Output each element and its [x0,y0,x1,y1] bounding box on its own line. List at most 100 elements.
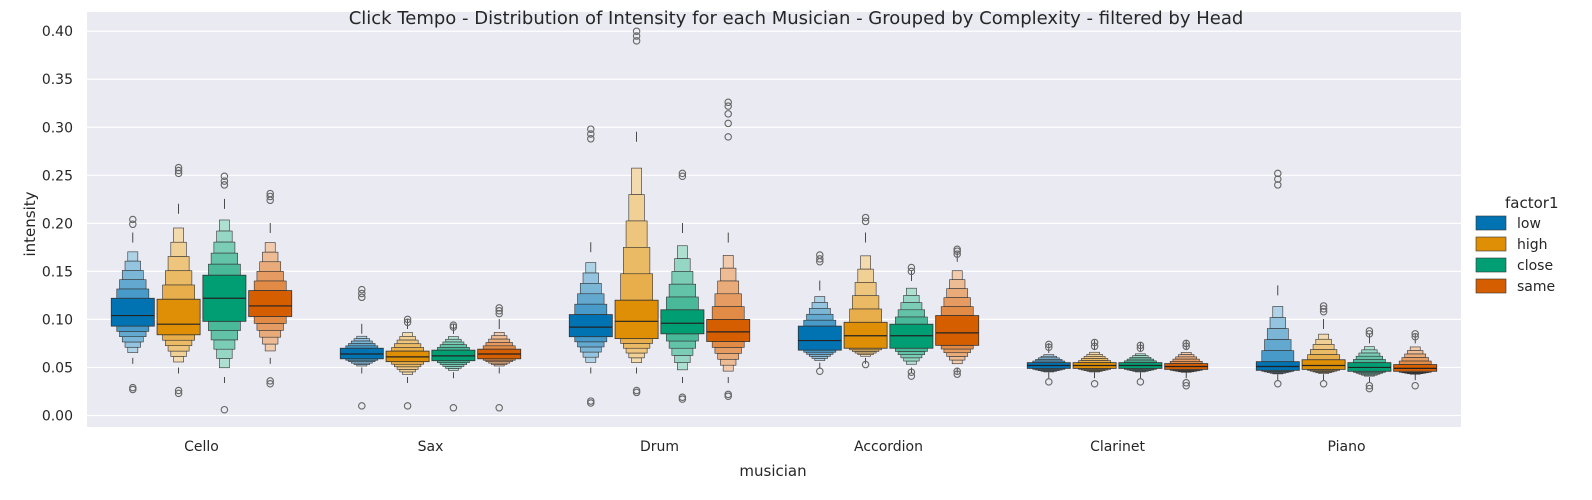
boxen-box [248,290,293,317]
boxen-box [614,299,659,340]
outlier-point [953,250,961,258]
boxen-level-lower [677,362,688,371]
boxen-level-upper [485,342,513,347]
boxen-level-lower [402,371,413,375]
boxen-level-upper [900,302,923,311]
boxen-level-lower [811,356,828,359]
boxen-level-lower [119,331,147,337]
boxen-level-upper [216,230,233,243]
outlier-point [907,368,916,376]
outlier-point [495,404,503,412]
boxen-level-upper [1401,357,1429,362]
boxen-level-upper [256,271,284,282]
outlier-point [724,133,732,141]
boxen-clarinet-close [1118,341,1163,386]
boxen-level-lower [900,354,923,359]
outlier-point [403,402,412,410]
boxen-level-upper [1404,353,1427,358]
boxen-level-lower [668,340,696,349]
boxen-level-lower [219,358,230,369]
boxen-level-upper [860,255,871,270]
boxen-level-upper [895,316,928,325]
boxen-level-upper [167,256,190,272]
boxen-level-lower [396,366,419,370]
boxen-level-upper [488,338,511,343]
boxen-level-lower [116,325,150,332]
boxen-level-upper [803,319,837,327]
boxen-level-upper [1353,359,1386,363]
boxen-piano-low [1255,169,1300,388]
x-tick-label: Drum [640,439,679,455]
outlier-point [724,110,732,118]
legend-label-same: same [1517,279,1555,295]
boxen-level-upper [582,272,599,284]
boxen-level-lower [165,339,193,346]
boxen-series [110,27,1438,414]
boxen-level-upper [350,340,373,344]
y-axis-ticks: 0.00 0.05 0.10 0.15 0.20 0.25 0.30 0.35 0.40 [42,24,73,424]
boxen-level-upper [482,345,516,350]
legend-label-high: high [1517,237,1548,253]
outlier-point [1274,175,1282,183]
boxen-level-upper [711,306,745,320]
y-tick-label: 0.10 [42,312,73,328]
outlier-point [1274,169,1282,178]
boxen-level-upper [714,293,742,307]
outlier-point [1319,302,1328,310]
boxen-level-lower [170,350,187,357]
boxen-drum-close [660,169,705,403]
boxen-level-upper [668,283,696,298]
boxen-level-upper [854,282,877,297]
outlier-point [724,102,732,110]
outlier-point [495,309,503,318]
outlier-point [266,192,274,201]
y-tick-label: 0.30 [42,120,73,136]
boxen-level-upper [253,280,287,291]
boxen-level-upper [1407,350,1424,355]
outlier-point [724,119,732,128]
outlier-point [1182,379,1190,387]
boxen-level-upper [906,287,917,296]
outlier-point [358,285,366,294]
outlier-point [1182,381,1190,390]
y-tick-label: 0.05 [42,360,73,376]
boxen-level-upper [262,251,279,263]
outlier-point [266,189,274,198]
boxen-level-upper [1409,346,1421,351]
outlier-point [587,397,595,405]
legend-swatch-close [1475,257,1507,273]
y-tick-label: 0.35 [42,72,73,88]
boxen-level-upper [717,280,740,295]
outlier-point [587,130,595,138]
boxen-level-lower [895,347,928,352]
outlier-point [1182,342,1190,351]
boxen-level-lower [808,354,831,357]
chart-title: Click Tempo - Distribution of Intensity … [349,8,1244,29]
boxen-level-lower [806,351,834,355]
boxen-level-upper [445,338,462,343]
legend-swatch-high [1475,236,1507,252]
boxen-level-upper [353,338,370,342]
boxen-level-upper [1178,354,1195,358]
y-tick-label: 0.25 [42,168,73,184]
boxen-level-upper [1310,349,1338,355]
boxen-level-upper [173,227,184,243]
boxen-level-upper [949,279,966,289]
boxen-level-upper [666,296,699,311]
boxen-level-lower [951,359,963,365]
boxen-level-upper [620,273,653,301]
outlier-point [449,404,458,412]
boxen-level-upper [1358,352,1381,357]
outlier-point [1045,340,1053,349]
outlier-point [1365,384,1374,393]
y-tick-label: 0.15 [42,264,73,280]
boxen-level-lower [585,356,597,363]
boxen-level-upper [1266,328,1289,340]
outlier-point [1411,330,1419,338]
boxen-sax-low [339,285,384,410]
boxen-level-lower [940,345,974,350]
boxen-box [706,319,751,342]
boxen-accordion-close [889,263,934,380]
outlier-point [953,370,961,378]
y-tick-label: 0.00 [42,408,73,424]
